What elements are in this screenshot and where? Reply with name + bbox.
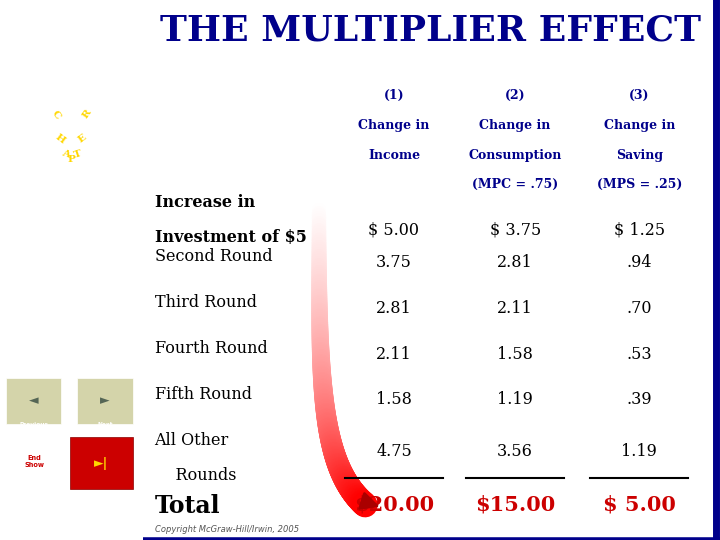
Text: Change in: Change in: [480, 119, 551, 132]
Text: ►|: ►|: [94, 457, 109, 470]
Text: 2.81: 2.81: [376, 300, 412, 316]
Text: $ 3.75: $ 3.75: [490, 221, 541, 238]
Text: 4.75: 4.75: [376, 443, 412, 460]
Text: A: A: [60, 148, 71, 159]
Text: Key Terms: Key Terms: [10, 339, 44, 345]
Text: Consumption: Consumption: [469, 148, 562, 161]
Text: 3.56: 3.56: [498, 443, 533, 460]
Text: Fourth Round: Fourth Round: [155, 340, 267, 357]
Text: Investment: Investment: [10, 200, 48, 205]
Text: T: T: [72, 148, 83, 159]
Text: (MPC = .75): (MPC = .75): [472, 178, 558, 191]
Text: 2.11: 2.11: [498, 300, 533, 316]
Text: Multiplier: Multiplier: [10, 312, 42, 316]
Text: Copyright McGraw-Hill/Irwin, 2005: Copyright McGraw-Hill/Irwin, 2005: [155, 524, 299, 534]
Text: 3.75: 3.75: [376, 254, 412, 271]
Text: $ 1.25: $ 1.25: [613, 221, 665, 238]
Text: (1): (1): [384, 89, 405, 102]
Text: C: C: [50, 109, 63, 120]
Text: Income – Consumption
and
Income – Saving
Relationships: Income – Consumption and Income – Saving…: [10, 89, 85, 111]
FancyBboxPatch shape: [77, 378, 133, 424]
Text: Previous
Slide: Previous Slide: [19, 422, 48, 433]
Text: 9 - 16: 9 - 16: [58, 514, 85, 523]
Text: Income: Income: [368, 148, 420, 161]
Text: Instability of
Investment: Instability of Investment: [10, 284, 53, 295]
Text: R: R: [81, 108, 93, 120]
Text: 2.11: 2.11: [376, 346, 412, 362]
Text: Nonincome
Determinants of
Consumption and
Saving: Nonincome Determinants of Consumption an…: [10, 145, 68, 167]
Text: Shifts in Investment
Demand: Shifts in Investment Demand: [10, 228, 78, 239]
Text: Total: Total: [155, 494, 220, 518]
Text: (2): (2): [505, 89, 526, 102]
Text: .39: .39: [626, 392, 652, 408]
FancyBboxPatch shape: [6, 378, 61, 424]
Text: Increase in: Increase in: [155, 194, 255, 211]
Text: .94: .94: [626, 254, 652, 271]
Text: 1.58: 1.58: [376, 392, 412, 408]
FancyBboxPatch shape: [70, 437, 133, 489]
Text: 1.58: 1.58: [498, 346, 533, 362]
Text: E: E: [77, 132, 89, 145]
Text: 1.19: 1.19: [621, 443, 657, 460]
Text: 2.81: 2.81: [498, 254, 533, 271]
Text: .70: .70: [626, 300, 652, 316]
Text: ◄: ◄: [29, 394, 38, 407]
Text: Saving: Saving: [616, 148, 663, 161]
Text: $15.00: $15.00: [475, 494, 555, 514]
Text: (MPS = .25): (MPS = .25): [597, 178, 682, 191]
Text: End
Show: End Show: [24, 455, 45, 468]
Text: Change in: Change in: [359, 119, 430, 132]
Text: H: H: [54, 132, 67, 145]
Text: THE MULTIPLIER EFFECT: THE MULTIPLIER EFFECT: [161, 14, 701, 48]
Text: ►: ►: [100, 394, 110, 407]
Text: $20.00: $20.00: [354, 494, 434, 514]
Text: $ 5.00: $ 5.00: [369, 221, 420, 238]
Text: $ 5.00: $ 5.00: [603, 494, 675, 514]
Text: Fifth Round: Fifth Round: [155, 386, 251, 403]
Text: Third Round: Third Round: [155, 294, 256, 311]
Text: P: P: [68, 155, 76, 164]
Text: Rounds: Rounds: [155, 467, 236, 484]
Text: Change in: Change in: [603, 119, 675, 132]
Text: Second Round: Second Round: [155, 248, 272, 265]
Text: (3): (3): [629, 89, 649, 102]
Text: 1.19: 1.19: [498, 392, 533, 408]
Text: .53: .53: [626, 346, 652, 362]
Text: Terminology, Shifts,
and Stability: Terminology, Shifts, and Stability: [10, 173, 76, 184]
Text: Next
Slide: Next Slide: [96, 422, 114, 433]
Text: Investment Demand
and Schedule: Investment Demand and Schedule: [10, 256, 77, 267]
Text: Investment of $5: Investment of $5: [155, 230, 307, 246]
Text: Consumption and
Saving: Consumption and Saving: [10, 117, 68, 128]
Text: All Other: All Other: [155, 432, 229, 449]
